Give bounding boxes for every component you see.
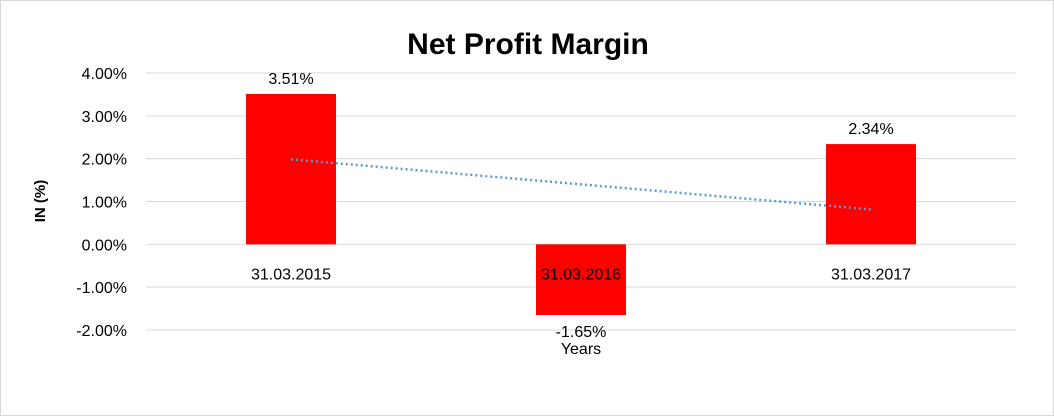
y-tick-label: -2.00% <box>76 323 127 340</box>
x-axis-label: Years <box>561 341 601 358</box>
y-tick-label: 3.00% <box>82 109 127 126</box>
x-tick-label: 31.03.2016 <box>541 266 621 283</box>
chart-title: Net Profit Margin <box>407 28 649 61</box>
trendline <box>290 158 872 211</box>
data-label: -1.65% <box>556 324 607 341</box>
y-tick-label: -1.00% <box>76 280 127 297</box>
x-tick-label: 31.03.2015 <box>251 266 331 283</box>
bar-31.03.2017 <box>826 144 916 245</box>
y-tick-label: 1.00% <box>82 195 127 212</box>
y-tick-label: 2.00% <box>82 152 127 169</box>
bar-31.03.2015 <box>246 93 336 245</box>
y-tick-label: 0.00% <box>82 237 127 254</box>
y-axis-label: IN (%) <box>32 180 49 223</box>
x-tick-label: 31.03.2017 <box>831 266 911 283</box>
bar-31.03.2016 <box>536 244 626 316</box>
data-label: 3.51% <box>268 71 313 88</box>
y-tick-label: 4.00% <box>82 66 127 83</box>
data-label: 2.34% <box>848 121 893 138</box>
